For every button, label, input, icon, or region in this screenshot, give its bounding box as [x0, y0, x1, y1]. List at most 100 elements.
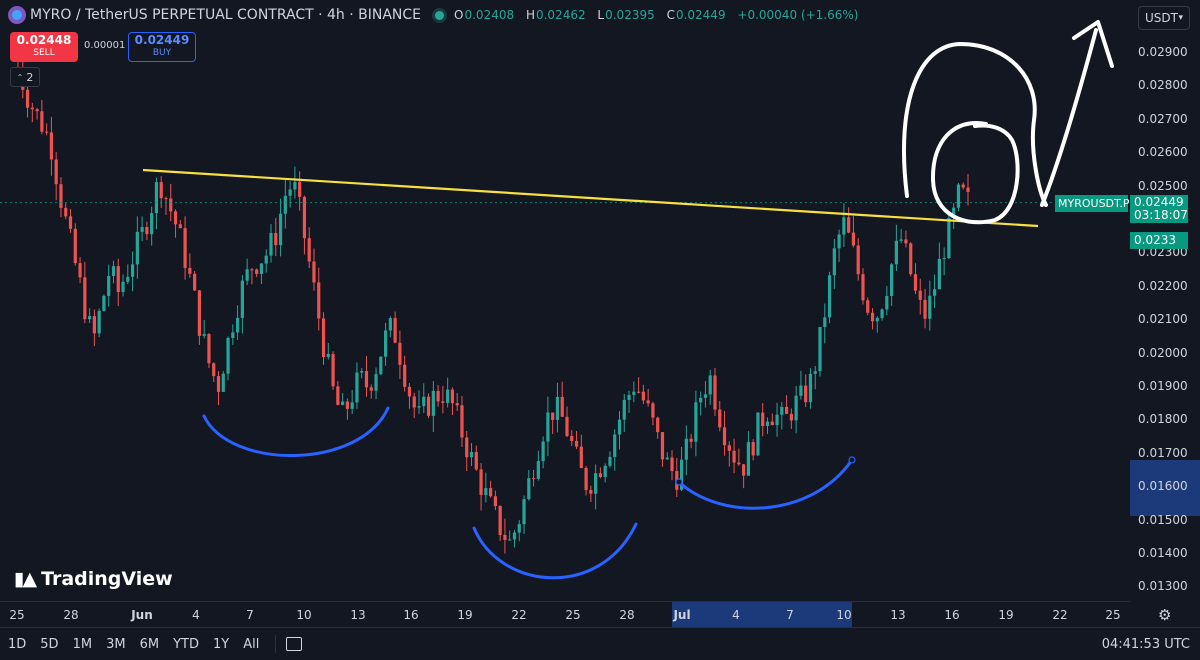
candle-body [608, 456, 612, 466]
right-shoulder-curve [677, 458, 854, 510]
settings-gear-icon[interactable]: ⚙ [1158, 606, 1172, 624]
candle-body [321, 318, 326, 358]
candle-body [598, 473, 603, 478]
candle-body [360, 371, 364, 373]
candle-body [885, 295, 889, 310]
candle-body [665, 457, 669, 460]
range-6m[interactable]: 6M [139, 636, 160, 652]
candle-body [403, 364, 407, 387]
candle-body [350, 402, 354, 409]
range-all[interactable]: All [243, 636, 260, 652]
price-tick: 0.02600 [1138, 145, 1188, 160]
candle-body [450, 389, 455, 404]
price-tick: 0.01600 [1138, 479, 1188, 494]
time-tick: 28 [63, 608, 79, 622]
candle-body [35, 109, 39, 112]
candle-body [789, 413, 793, 421]
currency-select[interactable]: USDT ▾ [1138, 6, 1190, 30]
candle-body [474, 452, 478, 470]
range-1d[interactable]: 1D [8, 636, 27, 652]
symbol-title[interactable]: MYRO / TetherUS PERPETUAL CONTRACT · 4h … [30, 7, 422, 23]
time-tick: Jun [131, 608, 153, 622]
candle-body [293, 181, 297, 190]
calendar-goto-icon[interactable] [286, 637, 303, 651]
candle-body [775, 414, 779, 426]
candle-body [183, 228, 187, 268]
sell-price: 0.02448 [16, 33, 72, 47]
sell-button[interactable]: 0.02448 SELL [10, 32, 78, 62]
candle-body [784, 406, 789, 414]
time-tick: 19 [457, 608, 473, 622]
price-tick: 0.01300 [1138, 579, 1188, 594]
time-tick: 4 [732, 608, 740, 622]
candle-body [121, 281, 125, 293]
price-chart[interactable] [0, 0, 1130, 601]
candle-body [551, 412, 555, 420]
candle-body [512, 532, 517, 540]
time-range-highlight [672, 602, 852, 628]
candle-body [837, 234, 841, 249]
symbol-price-label: MYROUSDT.P [1055, 195, 1130, 212]
candle-body [83, 277, 87, 320]
inner-hand-drawn-circle [930, 121, 1020, 225]
time-tick: 7 [786, 608, 794, 622]
time-tick: 10 [836, 608, 852, 622]
candle-body [670, 457, 674, 472]
candle-body [364, 371, 369, 388]
candle-body [130, 264, 135, 277]
candle-body [207, 334, 211, 364]
price-axis[interactable]: 0.02900 0.02800 0.02700 0.02600 0.02500 0.024… [1130, 0, 1200, 601]
range-3m[interactable]: 3M [106, 636, 126, 652]
time-tick: Jul [673, 608, 691, 622]
candle-body [178, 224, 182, 229]
candle-body [952, 207, 956, 218]
candle-body [369, 387, 373, 391]
candle-body [613, 434, 617, 457]
candle-body [283, 195, 287, 214]
candle-body [823, 317, 827, 327]
candle-body [54, 159, 58, 185]
range-5d[interactable]: 5D [40, 636, 59, 652]
candle-body [737, 462, 741, 465]
candle-body [570, 436, 574, 441]
time-tick: 7 [246, 608, 254, 622]
candle-body [489, 488, 493, 497]
range-1m[interactable]: 1M [72, 636, 93, 652]
candle-body [904, 239, 908, 244]
utc-clock[interactable]: 04:41:53 UTC [1101, 637, 1190, 652]
price-tick: 0.02500 [1138, 178, 1188, 193]
neckline-trendline [142, 168, 1039, 228]
candle-body [317, 282, 321, 319]
candle-body [193, 273, 197, 291]
range-1y[interactable]: 1Y [212, 636, 230, 652]
candle-body [718, 409, 722, 428]
candle-body [856, 245, 860, 275]
candle-body [221, 373, 225, 392]
candle-body [861, 274, 865, 301]
candle-body [961, 184, 965, 188]
market-status-icon[interactable] [435, 10, 445, 20]
candle-body [45, 131, 49, 133]
candle-body [847, 217, 851, 233]
price-tick: 0.01900 [1138, 379, 1188, 393]
price-tick: 0.01800 [1138, 412, 1188, 427]
time-tick: 4 [192, 608, 200, 622]
candle-body [966, 187, 970, 192]
price-tick: 0.01500 [1138, 512, 1188, 527]
tradingview-wordmark: TradingView [41, 568, 173, 590]
currency-value: USDT [1145, 11, 1178, 25]
candle-body [441, 401, 445, 403]
range-ytd[interactable]: YTD [173, 636, 199, 652]
candle-body [832, 248, 836, 276]
candle-body [818, 326, 822, 372]
time-axis[interactable]: 25 28 Jun 4 7 10 13 16 19 22 25 28 Jul 4 7 10 13 16 19 22 25 [0, 601, 1130, 628]
candle-body [298, 181, 302, 197]
buy-button[interactable]: 0.02449 BUY [128, 32, 196, 62]
candle-body [808, 373, 813, 403]
candle-body [173, 211, 178, 225]
marker-price-label: 0.0233 [1130, 232, 1188, 249]
candle-body [145, 227, 149, 235]
candle-body [923, 299, 927, 319]
change-value: +0.00040 (+1.66%) [737, 8, 859, 22]
indicators-toggle-button[interactable]: ⌃ 2 [10, 67, 40, 87]
